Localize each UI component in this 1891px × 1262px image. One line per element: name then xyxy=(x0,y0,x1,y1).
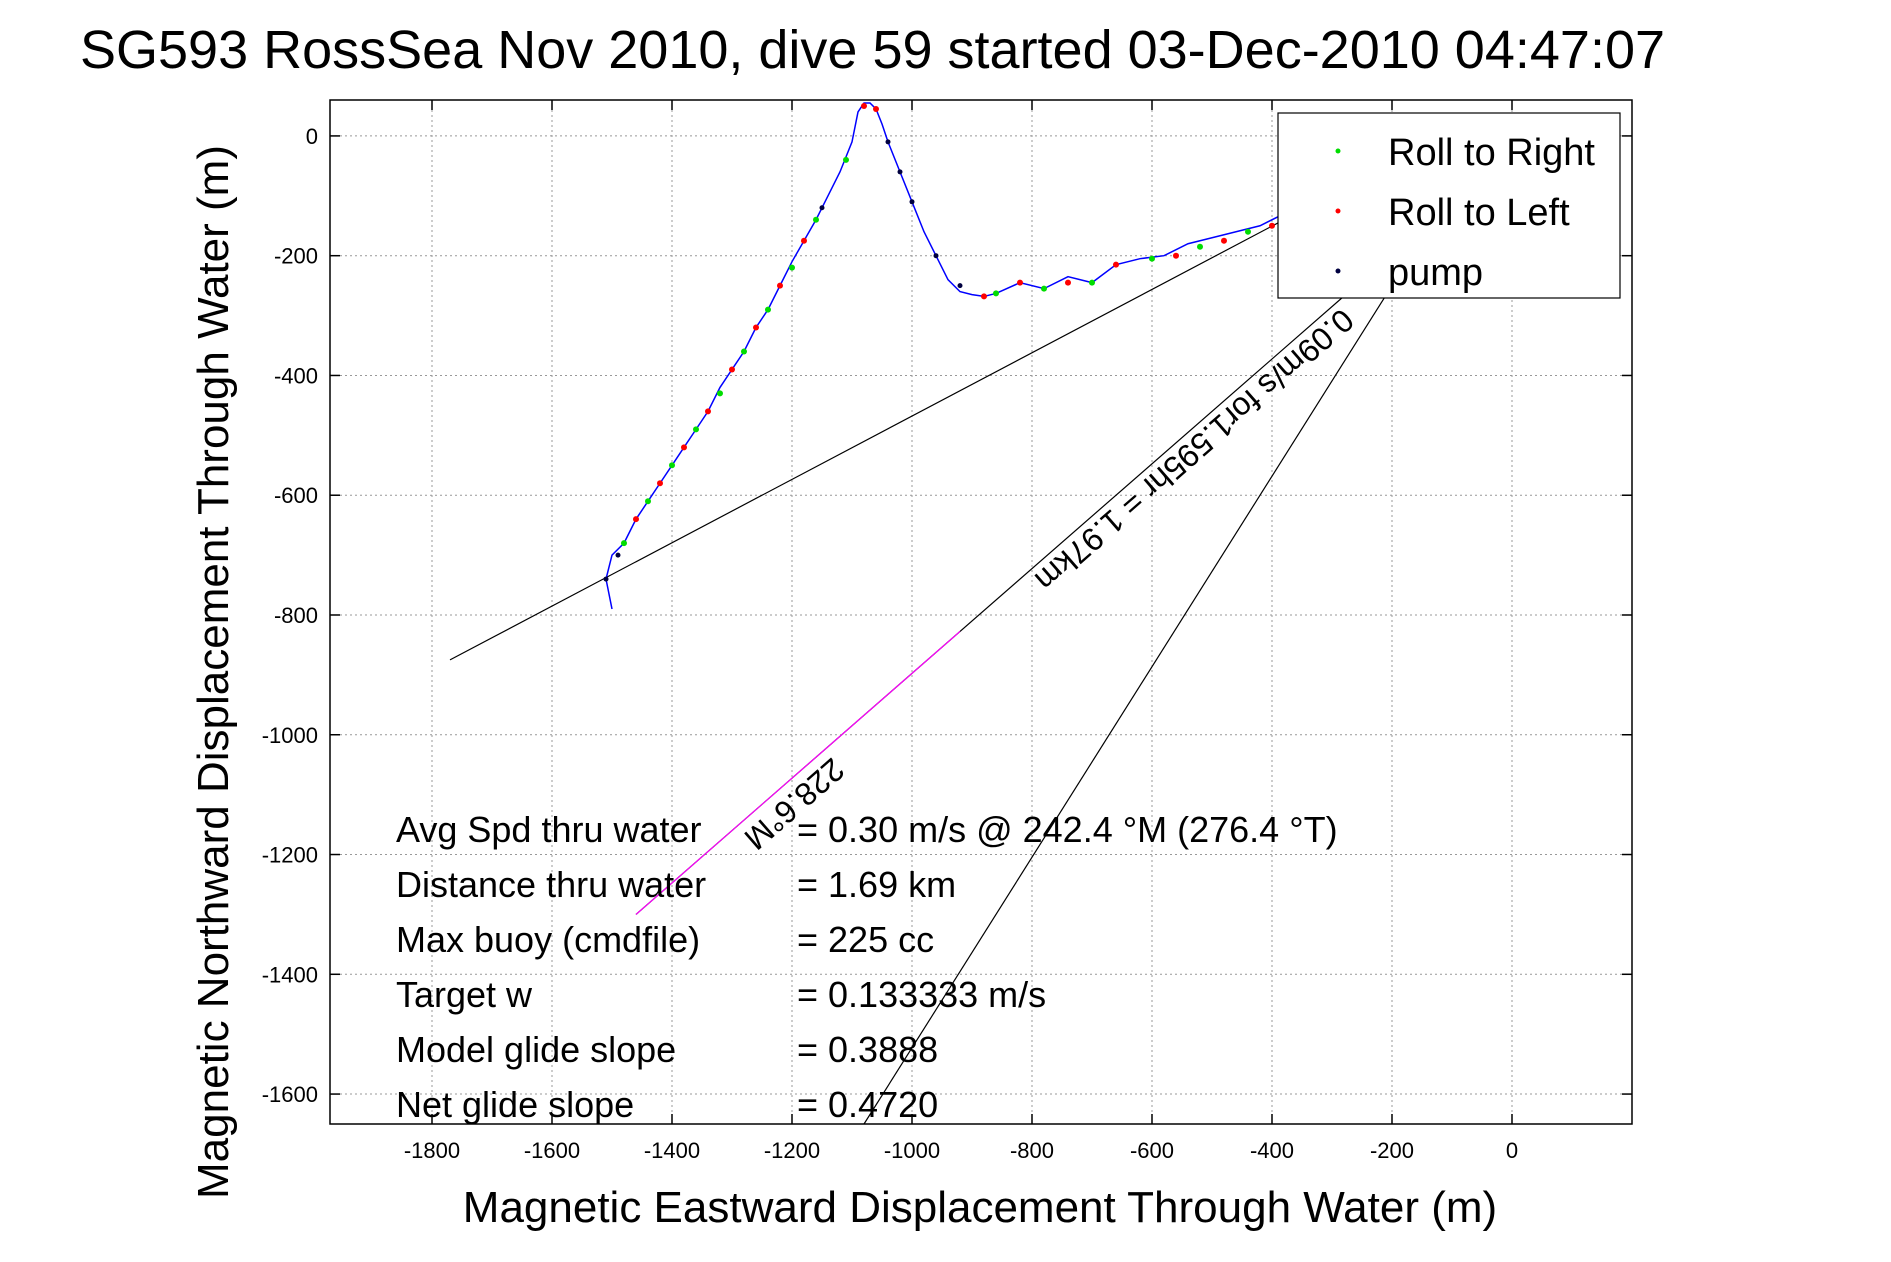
y-tick-label: -800 xyxy=(274,603,318,628)
y-tick-label: -1200 xyxy=(262,843,318,868)
x-tick-label: -400 xyxy=(1250,1138,1294,1163)
x-tick-label: -800 xyxy=(1010,1138,1054,1163)
roll-left-point xyxy=(753,324,759,331)
roll-left-point xyxy=(1113,261,1119,268)
roll-left-point xyxy=(777,282,783,289)
stat-value: = 0.133333 m/s xyxy=(797,974,1046,1015)
stats-block: Avg Spd thru water = 0.30 m/s @ 242.4 °M … xyxy=(396,809,1338,1125)
roll-right-point xyxy=(765,306,771,313)
roll-right-point xyxy=(645,498,651,505)
roll-left-point xyxy=(1173,252,1179,259)
pump-point xyxy=(819,205,825,211)
roll-left-point xyxy=(729,366,735,373)
roll-left-point xyxy=(981,293,987,300)
roll-left-point xyxy=(801,237,807,244)
plot-frame xyxy=(329,99,1633,1125)
pump-point xyxy=(897,169,903,175)
legend-label: Roll to Right xyxy=(1388,132,1595,174)
legend: Roll to Right Roll to Left pump xyxy=(1277,112,1621,299)
roll-left-point xyxy=(633,516,639,523)
legend-marker xyxy=(1335,268,1341,274)
legend-box xyxy=(1277,112,1621,299)
roll-right-point xyxy=(813,216,819,223)
y-tick-label: -1600 xyxy=(262,1082,318,1107)
stat-value: = 0.4720 xyxy=(797,1084,938,1125)
roll-left-point xyxy=(873,105,879,112)
stat-value: = 0.30 m/s @ 242.4 °M (276.4 °T) xyxy=(797,809,1338,850)
y-tick-label: -400 xyxy=(274,363,318,388)
stat-value: = 0.3888 xyxy=(797,1029,938,1070)
y-tick-label: -200 xyxy=(274,244,318,269)
heading-vector xyxy=(635,631,961,915)
y-tick-label: 0 xyxy=(306,124,318,149)
stat-label: Max buoy (cmdfile) xyxy=(396,919,700,960)
x-axis-ticks: -1800 -1600 -1400 -1200 -1000 -800 -600 -400 -20… xyxy=(404,100,1518,1163)
reference-lines xyxy=(449,219,1393,1125)
y-axis-label: Magnetic Northward Displacement Through … xyxy=(189,145,238,1199)
roll-left-point xyxy=(861,102,867,109)
x-tick-label: -1400 xyxy=(644,1138,700,1163)
roll-right-point xyxy=(621,540,627,547)
pump-point xyxy=(885,139,891,145)
roll-right-point xyxy=(1089,279,1095,286)
x-tick-label: -1800 xyxy=(404,1138,460,1163)
roll-right-point xyxy=(741,348,747,355)
roll-right-point xyxy=(1197,243,1203,250)
roll-left-point xyxy=(1269,222,1275,229)
track xyxy=(603,102,1333,610)
pump-point xyxy=(603,576,609,582)
roll-left-point xyxy=(1065,279,1071,286)
x-axis-label: Magnetic Eastward Displacement Through W… xyxy=(463,1183,1497,1232)
chart-title: SG593 RossSea Nov 2010, dive 59 started … xyxy=(80,20,1665,80)
roll-right-point xyxy=(693,426,699,433)
x-tick-label: 0 xyxy=(1506,1138,1518,1163)
pump-point xyxy=(933,253,939,259)
x-tick-label: -1000 xyxy=(884,1138,940,1163)
pump-point xyxy=(615,552,621,558)
roll-left-point xyxy=(681,444,687,451)
reference-line-c xyxy=(863,285,1393,1125)
legend-label: Roll to Left xyxy=(1388,192,1570,234)
legend-marker xyxy=(1335,208,1341,214)
roll-right-point xyxy=(1245,228,1251,235)
roll-right-point xyxy=(993,290,999,297)
pump-point xyxy=(909,199,915,205)
stat-label: Target w xyxy=(396,974,533,1015)
y-tick-label: -1000 xyxy=(262,723,318,748)
stat-value: = 1.69 km xyxy=(797,864,956,905)
stat-label: Net glide slope xyxy=(396,1084,634,1125)
stat-value: = 225 cc xyxy=(797,919,934,960)
x-tick-label: -600 xyxy=(1130,1138,1174,1163)
legend-label: pump xyxy=(1388,252,1483,294)
roll-right-point xyxy=(1041,285,1047,292)
roll-right-point xyxy=(789,264,795,271)
roll-right-point xyxy=(1149,255,1155,262)
y-tick-label: -1400 xyxy=(262,962,318,987)
x-tick-label: -1200 xyxy=(764,1138,820,1163)
legend-marker xyxy=(1335,148,1341,154)
stat-label: Distance thru water xyxy=(396,864,706,905)
y-axis-ticks: 0 -200 -400 -600 -800 -1000 -1200 -1400 -1600 xyxy=(262,124,1632,1107)
stat-label: Avg Spd thru water xyxy=(396,809,702,850)
roll-right-point xyxy=(669,462,675,469)
y-tick-label: -600 xyxy=(274,483,318,508)
roll-left-point xyxy=(705,408,711,415)
roll-left-point xyxy=(1221,237,1227,244)
roll-right-point xyxy=(843,156,849,163)
roll-left-point xyxy=(1017,279,1023,286)
x-tick-label: -1600 xyxy=(524,1138,580,1163)
track-line xyxy=(605,102,1333,610)
reference-line-a xyxy=(449,219,1285,661)
roll-left-point xyxy=(657,480,663,487)
stat-label: Model glide slope xyxy=(396,1029,676,1070)
roll-right-point xyxy=(717,390,723,397)
x-tick-label: -200 xyxy=(1370,1138,1414,1163)
pump-point xyxy=(957,283,963,289)
